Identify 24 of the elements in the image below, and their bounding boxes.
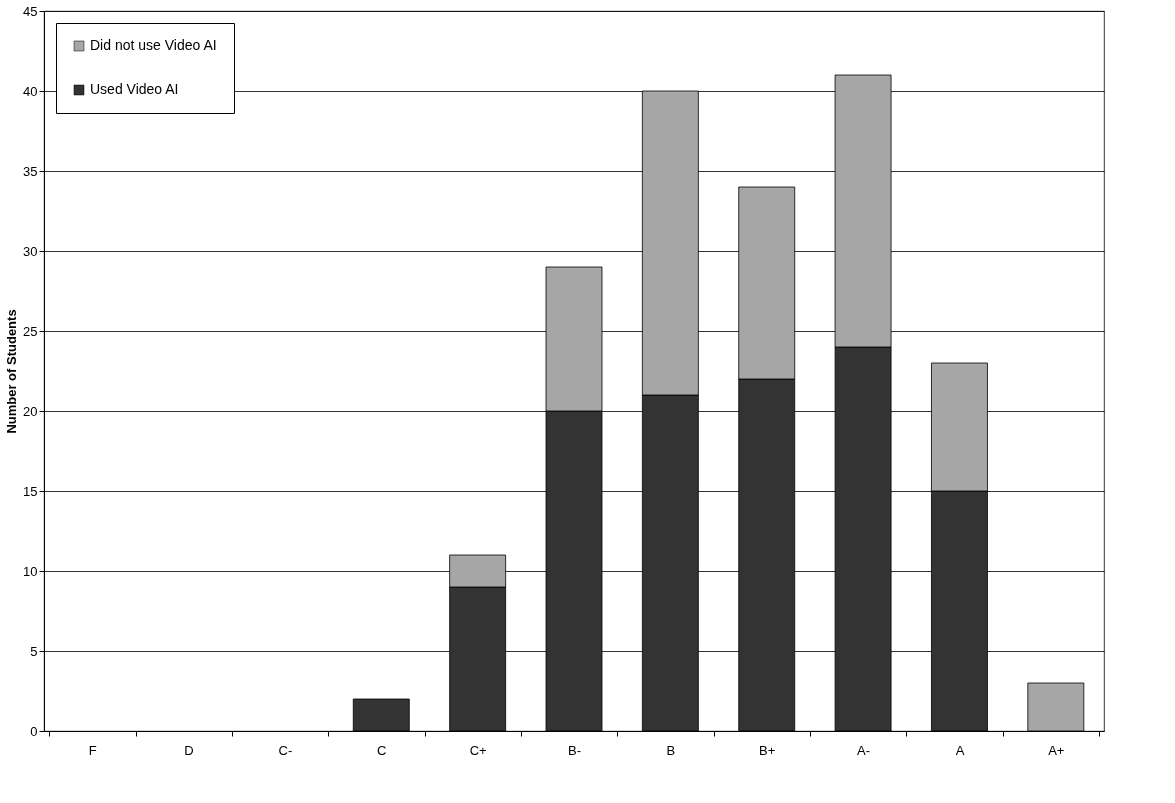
y-tick-label: 10 bbox=[23, 563, 38, 579]
x-tick-label: B+ bbox=[759, 742, 776, 758]
y-tick-label: 20 bbox=[23, 403, 38, 419]
y-tick-label: 35 bbox=[23, 163, 38, 179]
y-tick-label: 15 bbox=[23, 483, 38, 499]
y-tick-label: 45 bbox=[23, 3, 38, 19]
x-tick-label: D bbox=[184, 742, 194, 758]
x-tick-label: C- bbox=[278, 742, 293, 758]
x-tick-label: C bbox=[377, 742, 387, 758]
legend-label: Did not use Video AI bbox=[90, 37, 217, 53]
x-tick-label: A+ bbox=[1048, 742, 1065, 758]
y-tick-label: 5 bbox=[30, 643, 38, 659]
legend-label: Used Video AI bbox=[90, 81, 179, 97]
x-tick-label: B bbox=[666, 742, 676, 758]
x-tick-label: C+ bbox=[469, 742, 487, 758]
x-tick-label: F bbox=[88, 742, 97, 758]
x-tick-label: A- bbox=[857, 742, 871, 758]
y-axis-title: Number of Students bbox=[4, 309, 20, 434]
y-tick-label: 40 bbox=[23, 83, 38, 99]
x-tick-label: B- bbox=[568, 742, 581, 758]
y-tick-label: 0 bbox=[30, 723, 38, 739]
x-tick-label: A bbox=[955, 742, 965, 758]
y-tick-label: 25 bbox=[23, 323, 38, 339]
y-tick-label: 30 bbox=[23, 243, 38, 259]
